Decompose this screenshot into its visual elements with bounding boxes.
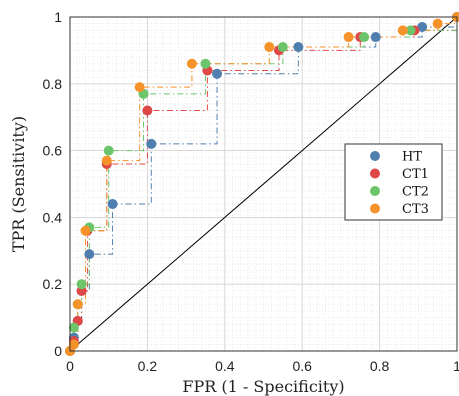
legend-marker: [370, 151, 380, 161]
diagonal-reference-line: [69, 16, 458, 352]
y-tick-label: 0.6: [43, 143, 63, 159]
data-point: [370, 32, 381, 43]
tick-labels: 0 0.2 0.4 0.6 0.8 1 0 0.2 0.4 0.6 0.8 1: [43, 9, 459, 374]
y-tick-label: 0.8: [43, 76, 63, 92]
y-tick-label: 0.2: [43, 276, 63, 292]
data-point: [84, 249, 95, 260]
data-point: [397, 25, 408, 36]
data-point: [264, 42, 275, 53]
data-point: [72, 299, 83, 310]
x-axis-label: FPR (1 - Specificity): [182, 377, 344, 396]
legend-item-ht: HT: [370, 150, 422, 165]
legend-label: HT: [402, 150, 422, 165]
legend-label: CT1: [402, 167, 429, 182]
data-point: [68, 339, 79, 350]
legend-label: CT2: [402, 185, 429, 200]
reference-line-layer: [69, 16, 458, 352]
data-point: [186, 58, 197, 69]
data-point: [359, 32, 370, 43]
legend-marker: [370, 168, 380, 179]
y-tick-label: 0: [54, 343, 62, 359]
data-point: [107, 199, 118, 210]
legend-label: CT3: [402, 202, 429, 217]
legend-item-ct2: CT2: [370, 185, 429, 200]
x-tick-label: 0.6: [292, 358, 312, 374]
data-point: [293, 42, 304, 53]
data-point: [417, 22, 428, 33]
data-point: [277, 42, 288, 53]
data-point: [432, 18, 443, 29]
data-point: [146, 138, 157, 149]
legend-item-ct1: CT1: [370, 167, 429, 182]
series-points-ct3: [65, 12, 459, 356]
plot-frame: [69, 16, 458, 352]
data-point: [142, 105, 153, 116]
data-point: [80, 225, 91, 236]
data-point: [212, 68, 223, 79]
legend-marker: [370, 186, 380, 196]
x-tick-label: 0.8: [370, 358, 390, 374]
y-tick-label: 1: [54, 9, 62, 25]
y-tick-label: 0.4: [43, 209, 63, 225]
data-point: [405, 25, 416, 36]
data-point: [76, 279, 87, 290]
x-tick-label: 0: [66, 358, 74, 374]
data-point: [134, 82, 145, 93]
x-tick-label: 0.4: [215, 358, 235, 374]
data-point: [103, 145, 114, 156]
legend-item-ct3: CT3: [370, 202, 429, 217]
x-tick-label: 1: [453, 358, 459, 374]
y-axis-label: TPR (Sensitivity): [9, 116, 28, 252]
data-point: [343, 32, 354, 43]
legend-marker: [370, 203, 380, 214]
legend-box: [344, 143, 443, 221]
series-layer: [65, 12, 459, 356]
data-point: [200, 58, 211, 69]
legend: HT CT1 CT2 CT3: [344, 143, 443, 221]
data-point: [101, 155, 112, 166]
grid: [70, 17, 457, 351]
data-point: [68, 322, 79, 333]
x-tick-label: 0.2: [138, 358, 158, 374]
